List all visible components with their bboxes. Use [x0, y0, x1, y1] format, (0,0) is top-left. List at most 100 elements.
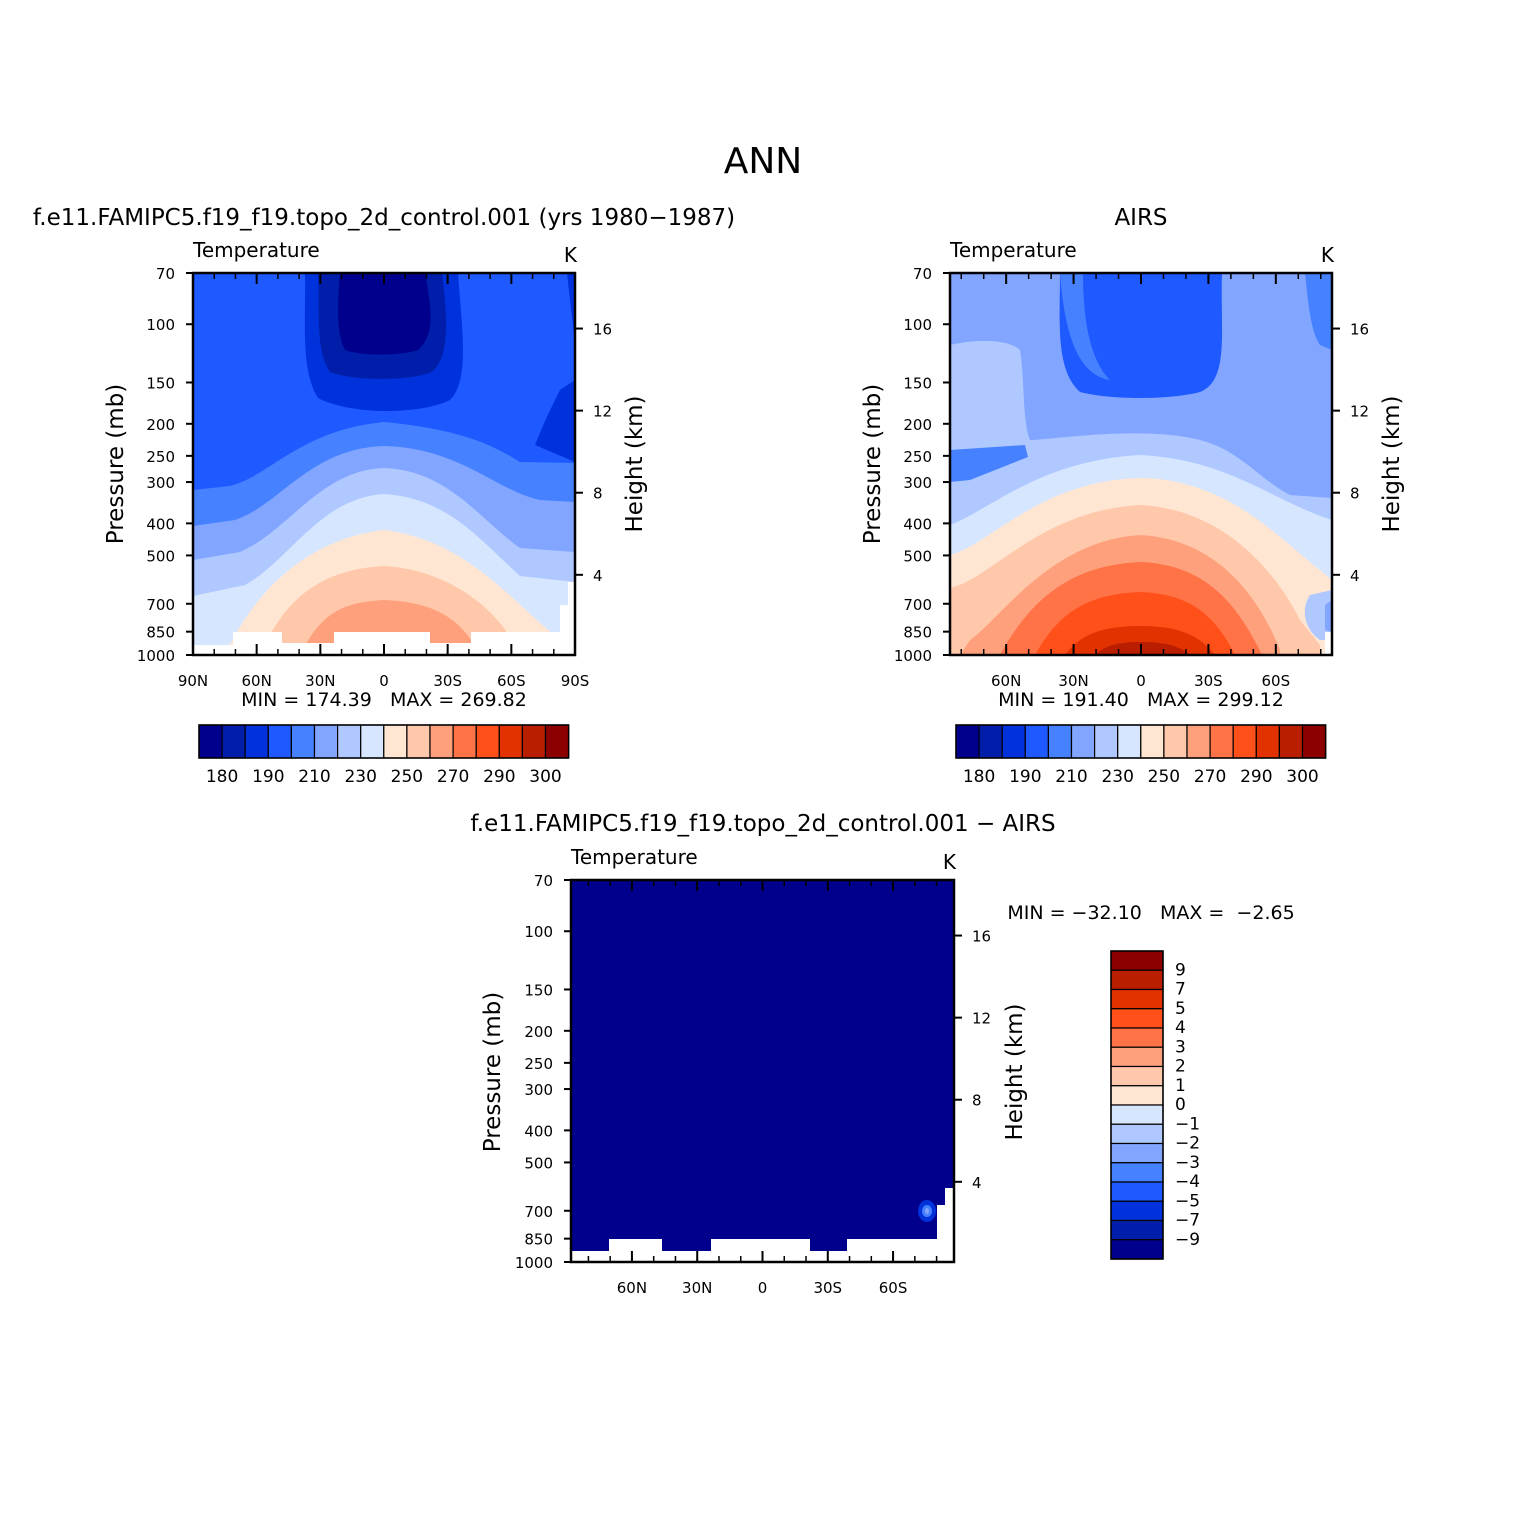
units-label: K — [1321, 243, 1335, 267]
contour-fill — [567, 273, 575, 340]
y2-tick-label: 16 — [972, 928, 991, 946]
colorbar-swatch — [1110, 1239, 1164, 1260]
y-tick-label: 150 — [524, 981, 553, 999]
colorbar-swatch — [1110, 969, 1164, 991]
y-tick-label: 70 — [156, 265, 175, 283]
colorbar-swatch — [1301, 724, 1327, 759]
colorbar: 180 190 210 230 250 270 290 300 — [955, 724, 1327, 787]
x-tick-label: 90N — [178, 672, 208, 690]
y2label: Height (km) — [1379, 395, 1405, 532]
y2-tick-label: 8 — [972, 1092, 982, 1110]
contour-fill — [925, 1208, 929, 1214]
colorbar-label: −4 — [1175, 1172, 1200, 1192]
units-label: K — [564, 243, 578, 267]
plot-area — [193, 273, 575, 655]
y-tick-label: 150 — [146, 374, 175, 392]
colorbar-swatch — [955, 724, 980, 759]
x-tick-label: 60S — [879, 1279, 908, 1297]
colorbar-swatch — [1024, 724, 1050, 759]
colorbar-label: 230 — [344, 767, 376, 787]
contour-fill — [1305, 273, 1332, 350]
x-tick-label: 30S — [813, 1279, 842, 1297]
colorbar-swatch — [978, 724, 1003, 759]
colorbar-label: 250 — [1148, 767, 1180, 787]
colorbar-label: 7 — [1175, 980, 1186, 1000]
topography-mask — [1325, 632, 1332, 655]
colorbar-label: 180 — [963, 767, 995, 787]
colorbar-swatch — [1255, 724, 1281, 759]
colorbar: 180 190 210 230 250 270 290 300 — [198, 724, 570, 787]
y-tick-label: 250 — [903, 448, 932, 466]
colorbar-swatch — [1070, 724, 1096, 759]
x-tick-label: 30S — [1194, 672, 1223, 690]
y-tick-label: 300 — [524, 1081, 553, 1099]
x-tick-label: 60N — [242, 672, 272, 690]
contour-fill — [1059, 273, 1223, 398]
contour-fill — [571, 880, 954, 1262]
panel-title: f.e11.FAMIPC5.f19_f19.topo_2d_control.00… — [470, 811, 1055, 837]
colorbar-swatch — [1110, 950, 1164, 971]
colorbar-label: −2 — [1175, 1134, 1200, 1154]
x-tick-label: 60S — [497, 672, 526, 690]
contour-fill — [535, 380, 575, 462]
contour-fill — [1325, 600, 1332, 632]
y-tick-label: 150 — [903, 374, 932, 392]
y-tick-label: 850 — [146, 624, 175, 642]
colorbar-label: 210 — [1055, 767, 1087, 787]
topography-mask — [193, 582, 575, 655]
colorbar-label: 190 — [252, 767, 284, 787]
y2label: Height (km) — [622, 395, 648, 532]
x-tick-label: 90S — [561, 672, 590, 690]
colorbar-label: 190 — [1009, 767, 1041, 787]
colorbar-frame — [955, 724, 1327, 759]
colorbar-swatch — [1110, 1085, 1164, 1106]
colorbar-label: 3 — [1175, 1037, 1186, 1057]
colorbar-swatch — [1117, 724, 1142, 759]
plot-area — [571, 880, 954, 1262]
contour-fill — [337, 273, 431, 355]
colorbar-swatch — [544, 724, 570, 759]
colorbar-label: 9 — [1175, 960, 1186, 980]
y-tick-label: 850 — [903, 624, 932, 642]
y2-tick-label: 12 — [972, 1010, 991, 1028]
colorbar-swatch — [383, 724, 408, 759]
colorbar-swatch — [1110, 1142, 1164, 1164]
colorbar-swatch — [1110, 1219, 1164, 1241]
x-tick-label: 30N — [682, 1279, 712, 1297]
colorbar-label: 4 — [1175, 1018, 1186, 1038]
y-tick-label: 200 — [146, 416, 175, 434]
colorbar-swatch — [1093, 724, 1119, 759]
colorbar-label: −5 — [1175, 1191, 1200, 1211]
y-tick-label: 100 — [146, 316, 175, 334]
y2-tick-label: 4 — [1350, 567, 1360, 585]
y-tick-label: 500 — [524, 1154, 553, 1172]
colorbar-swatch — [1209, 724, 1234, 759]
colorbar-label: 2 — [1175, 1057, 1186, 1077]
x-tick-label: 30S — [433, 672, 462, 690]
colorbar-label: 1 — [1175, 1076, 1186, 1096]
y-tick-label: 250 — [524, 1055, 553, 1073]
x-tick-label: 60S — [1262, 672, 1291, 690]
colorbar-swatch — [1001, 724, 1026, 759]
colorbar-label: 290 — [1240, 767, 1272, 787]
colorbar-swatch — [475, 724, 500, 759]
panel-title: f.e11.FAMIPC5.f19_f19.topo_2d_control.00… — [33, 205, 735, 231]
y-tick-label: 700 — [524, 1203, 553, 1221]
y-tick-label: 1000 — [894, 647, 932, 665]
colorbar-swatch — [1186, 724, 1211, 759]
axes: 60N 30N 0 30S 60S 70 100 150 200 250 300 400 500 700 8… — [515, 872, 991, 1297]
y-tick-label: 400 — [903, 515, 932, 533]
variable-label: Temperature — [949, 238, 1077, 262]
colorbar-swatch — [1110, 1046, 1164, 1068]
colorbar-label: 180 — [206, 767, 238, 787]
y-tick-label: 70 — [534, 872, 553, 890]
colorbar-swatch — [267, 724, 292, 759]
min-max-text: MIN = 191.40 MAX = 299.12 — [998, 689, 1284, 711]
colorbar-swatch — [1232, 724, 1257, 759]
colorbar-label: 300 — [1286, 767, 1318, 787]
y-tick-label: 400 — [524, 1122, 553, 1140]
y-tick-label: 200 — [524, 1023, 553, 1041]
